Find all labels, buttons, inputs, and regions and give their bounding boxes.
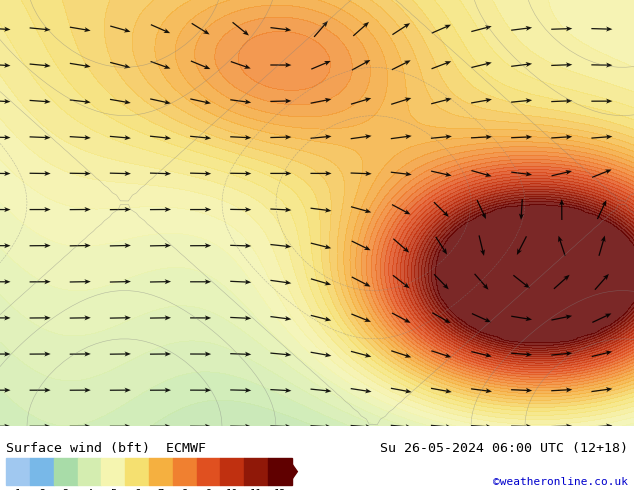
Text: 7: 7 — [158, 489, 164, 490]
Bar — [244, 458, 268, 485]
Text: 12: 12 — [273, 489, 286, 490]
Text: 3: 3 — [63, 489, 69, 490]
Bar — [101, 458, 125, 485]
Bar — [78, 458, 101, 485]
Text: 10: 10 — [226, 489, 238, 490]
Text: 5: 5 — [110, 489, 117, 490]
Text: 4: 4 — [86, 489, 93, 490]
Bar — [30, 458, 54, 485]
Bar — [197, 458, 221, 485]
Text: 6: 6 — [134, 489, 140, 490]
Text: 8: 8 — [181, 489, 188, 490]
Text: Surface wind (bft)  ECMWF: Surface wind (bft) ECMWF — [6, 442, 206, 455]
FancyArrow shape — [280, 460, 297, 484]
Bar — [172, 458, 197, 485]
Bar — [149, 458, 172, 485]
Text: ©weatheronline.co.uk: ©weatheronline.co.uk — [493, 477, 628, 487]
Bar — [6, 458, 30, 485]
Bar — [126, 458, 149, 485]
Text: 11: 11 — [250, 489, 262, 490]
Text: 1: 1 — [15, 489, 22, 490]
Text: 2: 2 — [39, 489, 45, 490]
Bar — [54, 458, 78, 485]
Bar — [221, 458, 244, 485]
Bar — [268, 458, 292, 485]
Text: 9: 9 — [205, 489, 212, 490]
Text: Su 26-05-2024 06:00 UTC (12+18): Su 26-05-2024 06:00 UTC (12+18) — [380, 442, 628, 455]
